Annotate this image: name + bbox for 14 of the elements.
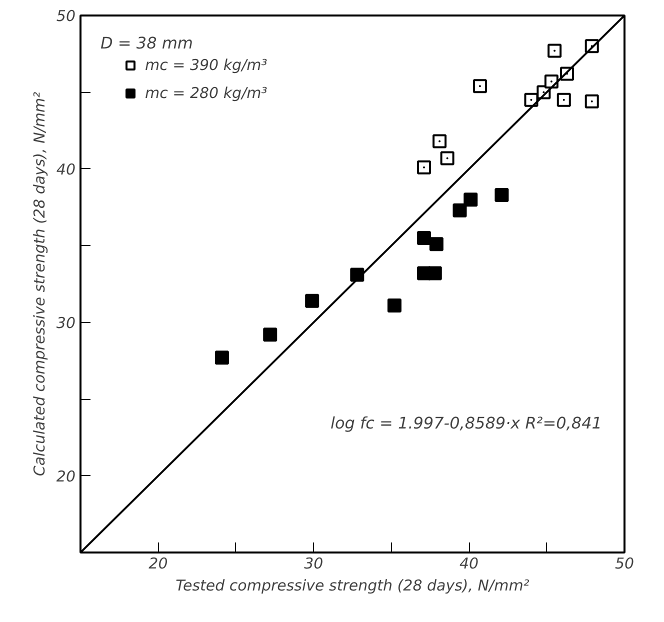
x-tick-label: 50 xyxy=(614,554,634,572)
legend-label: mc = 390 kg/m³ xyxy=(145,56,268,74)
y-tick-label: 50 xyxy=(56,7,76,25)
x-axis-title: Tested compressive strength (28 days), N/mm² xyxy=(176,576,530,594)
x-tick-label: 20 xyxy=(148,554,168,572)
x-tick-label: 40 xyxy=(460,554,479,572)
y-tick-label: 30 xyxy=(56,314,76,332)
x-tick-label: 30 xyxy=(304,554,324,572)
annotation: log fc = 1.997-0,8589·x R²=0,841 xyxy=(330,414,602,432)
y-tick-label: 20 xyxy=(56,467,76,486)
legend-label: mc = 280 kg/m³ xyxy=(145,84,268,102)
annotation: D = 38 mm xyxy=(100,34,194,52)
y-axis-title: Calculated compressive strength (28 days), N/mm² xyxy=(30,92,48,476)
y-tick-label: 40 xyxy=(56,160,76,178)
